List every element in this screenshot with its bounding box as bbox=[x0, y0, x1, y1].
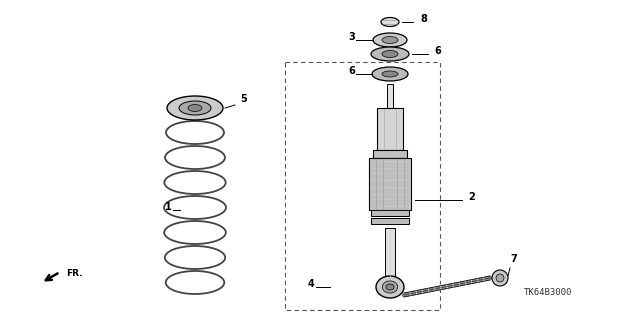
Text: 4: 4 bbox=[308, 279, 315, 289]
Text: 6: 6 bbox=[348, 66, 355, 76]
Bar bbox=[385, 228, 395, 278]
Text: 6: 6 bbox=[434, 46, 441, 56]
Bar bbox=[369, 158, 411, 210]
Ellipse shape bbox=[381, 18, 399, 26]
Bar bbox=[371, 210, 409, 216]
Ellipse shape bbox=[372, 67, 408, 81]
Bar bbox=[285, 62, 440, 310]
Ellipse shape bbox=[188, 105, 202, 112]
Ellipse shape bbox=[382, 36, 398, 43]
Bar bbox=[387, 84, 393, 108]
Text: FR.: FR. bbox=[66, 269, 83, 278]
Text: 1: 1 bbox=[165, 202, 172, 212]
Ellipse shape bbox=[376, 276, 404, 298]
Ellipse shape bbox=[179, 101, 211, 115]
Ellipse shape bbox=[373, 33, 407, 47]
Text: 2: 2 bbox=[468, 192, 475, 202]
Bar bbox=[377, 108, 403, 150]
Text: TK64B3000: TK64B3000 bbox=[524, 288, 572, 297]
Bar bbox=[371, 218, 409, 224]
Text: 3: 3 bbox=[348, 32, 355, 42]
Text: 5: 5 bbox=[240, 94, 247, 104]
Ellipse shape bbox=[382, 281, 397, 293]
Text: 8: 8 bbox=[420, 14, 427, 24]
Ellipse shape bbox=[382, 71, 398, 77]
Ellipse shape bbox=[167, 96, 223, 120]
Ellipse shape bbox=[371, 47, 409, 61]
Text: 7: 7 bbox=[510, 254, 516, 264]
Ellipse shape bbox=[382, 50, 398, 57]
Bar bbox=[373, 150, 407, 158]
Circle shape bbox=[496, 274, 504, 282]
Ellipse shape bbox=[386, 284, 394, 290]
Circle shape bbox=[492, 270, 508, 286]
